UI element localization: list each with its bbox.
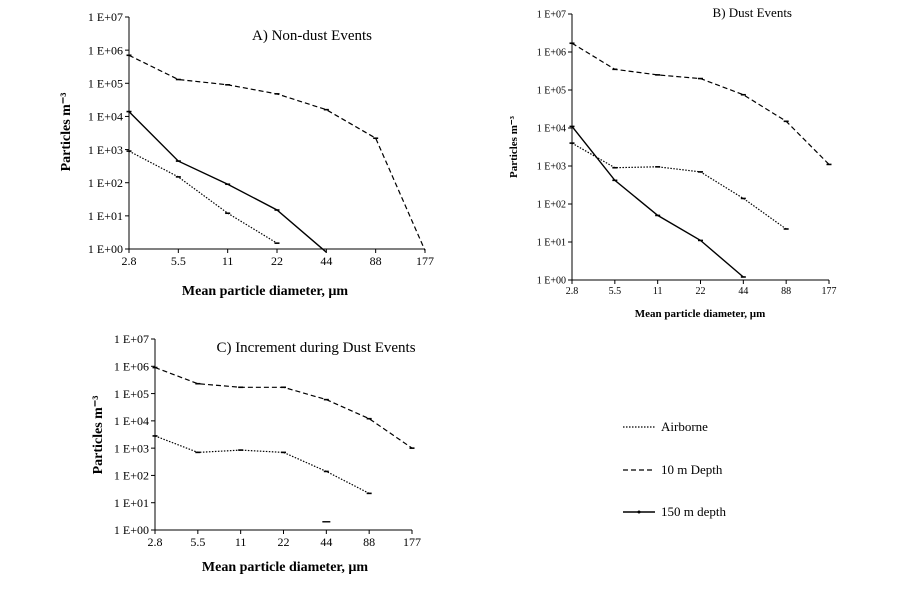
x-tick-label: 44	[320, 254, 332, 268]
y-tick-label: 1 E+02	[88, 176, 123, 190]
series-line-dashed	[571, 42, 830, 165]
y-tick-label: 1 E+04	[88, 110, 123, 124]
x-tick-label: 22	[278, 535, 290, 549]
x-tick-label: 2.8	[122, 254, 137, 268]
y-tick-label: 1 E+02	[537, 200, 566, 211]
series-line-dotted	[154, 435, 370, 494]
x-axis-title: Mean particle diameter, µm	[202, 560, 369, 575]
series-dotted	[569, 142, 789, 230]
x-tick-label: 11	[653, 286, 663, 297]
x-tick-label: 11	[235, 535, 247, 549]
series-solid	[126, 110, 327, 253]
chart-panel-2: 1 E+00 1 E+01 1 E+02 1 E+03 1 E+04 1 E+05 1 E+…	[508, 5, 837, 320]
y-axis-title: Particles m⁻³	[59, 93, 74, 172]
x-axis-title: Mean particle diameter, µm	[182, 284, 349, 299]
series-line-dashed	[128, 54, 426, 251]
series-dashed	[126, 54, 426, 251]
legend-label-10m: 10 m Depth	[661, 462, 723, 477]
y-tick-label: 1 E+00	[88, 242, 123, 256]
x-tick-label: 11	[222, 254, 234, 268]
y-tick-label: 1 E+04	[537, 124, 566, 135]
series-line-dashed	[154, 366, 413, 449]
x-tick-label: 2.8	[566, 286, 579, 297]
panel-title: A) Non-dust Events	[252, 28, 372, 44]
series-solid	[569, 125, 746, 278]
y-tick-label: 1 E+06	[88, 43, 123, 57]
x-tick-label: 44	[320, 535, 332, 549]
y-tick-label: 1 E+00	[114, 523, 149, 537]
panel-title: C) Increment during Dust Events	[216, 340, 415, 356]
x-tick-label: 5.5	[190, 535, 205, 549]
x-axis-title: Mean particle diameter, µm	[635, 308, 766, 320]
x-tick-label: 44	[738, 286, 748, 297]
x-tick-label: 177	[416, 254, 434, 268]
y-tick-label: 1 E+06	[537, 48, 566, 59]
y-tick-label: 1 E+00	[537, 276, 566, 287]
y-tick-label: 1 E+06	[114, 359, 149, 373]
series-line-solid	[128, 111, 327, 253]
chart-panel-1: 1 E+00 1 E+01 1 E+02 1 E+03 1 E+04 1 E+05 1 E+…	[59, 10, 434, 299]
y-tick-label: 1 E+03	[114, 441, 149, 455]
y-tick-label: 1 E+07	[88, 10, 123, 24]
x-tick-label: 22	[696, 286, 706, 297]
legend: Airborne 10 m Depth 150 m depth	[623, 419, 726, 519]
y-tick-label: 1 E+05	[114, 387, 149, 401]
x-tick-label: 2.8	[148, 535, 163, 549]
x-tick-label: 22	[271, 254, 283, 268]
series-line-dotted	[128, 150, 278, 244]
y-tick-label: 1 E+05	[537, 86, 566, 97]
x-tick-label: 88	[370, 254, 382, 268]
x-tick-label: 88	[363, 535, 375, 549]
series-line-dotted	[571, 142, 787, 230]
y-tick-label: 1 E+03	[88, 143, 123, 157]
series-line-solid	[571, 125, 744, 278]
x-tick-label: 5.5	[171, 254, 186, 268]
legend-label-150m: 150 m depth	[661, 504, 726, 519]
chart-panel-3: 1 E+00 1 E+01 1 E+02 1 E+03 1 E+04 1 E+05 1 E+…	[91, 332, 421, 575]
x-tick-label: 5.5	[609, 286, 622, 297]
y-tick-label: 1 E+03	[537, 162, 566, 173]
y-tick-label: 1 E+01	[537, 238, 566, 249]
legend-marker-150m	[637, 510, 641, 514]
y-tick-label: 1 E+04	[114, 414, 149, 428]
series-dotted	[152, 435, 372, 495]
x-tick-label: 177	[822, 286, 837, 297]
y-axis-title: Particles m⁻³	[508, 115, 520, 178]
y-tick-label: 1 E+07	[114, 332, 149, 346]
x-tick-label: 177	[403, 535, 421, 549]
y-axis-title: Particles m⁻³	[91, 396, 106, 475]
y-tick-label: 1 E+01	[114, 496, 149, 510]
y-tick-label: 1 E+01	[88, 209, 123, 223]
x-tick-label: 88	[781, 286, 791, 297]
y-tick-label: 1 E+02	[114, 469, 149, 483]
series-dashed	[569, 42, 832, 166]
series-dotted	[126, 150, 280, 244]
legend-label-airborne: Airborne	[661, 419, 708, 434]
y-tick-label: 1 E+05	[88, 76, 123, 90]
y-tick-label: 1 E+07	[537, 10, 566, 21]
panel-title: B) Dust Events	[713, 5, 792, 20]
series-dashed	[152, 366, 415, 449]
